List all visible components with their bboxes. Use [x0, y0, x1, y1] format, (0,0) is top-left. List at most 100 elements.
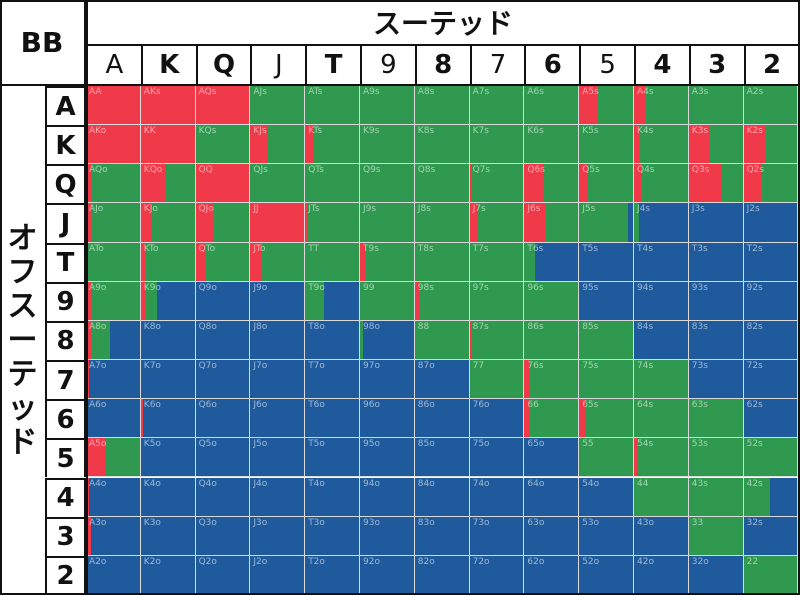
hand-label: J4o — [253, 478, 268, 489]
hand-label: A9o — [89, 282, 107, 293]
fold-segment — [360, 477, 414, 516]
raise-segment — [634, 86, 646, 125]
hand-label: T7o — [308, 361, 325, 372]
hand-cell-ATo: ATo — [86, 242, 141, 282]
hand-cell-KTo: KTo — [140, 242, 196, 282]
hand-cell-63o: 63o — [524, 516, 580, 556]
hand-label: Q5o — [198, 439, 217, 450]
fold-segment — [579, 242, 633, 281]
fold-segment — [360, 360, 414, 399]
hand-label: 54s — [637, 439, 654, 450]
hand-label: 74o — [472, 478, 490, 489]
hand-cell-T6o: T6o — [305, 399, 360, 439]
hand-label: 63s — [691, 400, 708, 411]
call-segment — [469, 125, 524, 164]
row-rank-J: J — [45, 203, 86, 243]
hand-cell-K5o: K5o — [140, 438, 196, 478]
call-segment — [743, 477, 771, 516]
hand-cell-94s: 94s — [634, 281, 689, 321]
hand-cell-T8s: T8s — [414, 242, 470, 282]
hand-label: JTs — [308, 204, 320, 215]
fold-segment — [305, 320, 359, 360]
column-rank-K: K — [140, 44, 196, 86]
hand-label: J2o — [253, 556, 268, 567]
fold-segment — [195, 320, 250, 360]
hand-cell-T9s: T9s — [360, 242, 415, 282]
call-segment — [469, 281, 524, 320]
hand-label: 42o — [637, 556, 654, 567]
call-segment — [765, 125, 798, 164]
hand-cell-J9o: J9o — [250, 281, 306, 321]
hand-cell-K2o: K2o — [140, 555, 196, 595]
frame-line — [0, 84, 86, 86]
hand-cell-A4s: A4s — [634, 86, 689, 126]
fold-segment — [86, 399, 140, 438]
call-segment — [313, 125, 359, 164]
fold-segment — [688, 555, 743, 594]
fold-segment — [524, 516, 579, 555]
hand-label: 83o — [417, 517, 435, 528]
call-segment — [524, 281, 579, 320]
hand-cell-66: 66 — [524, 399, 580, 439]
row-rank-5: 5 — [45, 438, 86, 478]
raise-segment — [140, 242, 147, 281]
hand-label: JTo — [253, 243, 266, 254]
hand-cell-77: 77 — [469, 360, 525, 400]
fold-segment — [579, 516, 633, 555]
hand-cell-96o: 96o — [360, 399, 415, 439]
column-rank-4: 4 — [634, 44, 689, 86]
hand-cell-J4s: J4s — [634, 203, 689, 243]
hand-label: 97o — [363, 361, 380, 372]
hand-label: T3s — [691, 243, 708, 254]
row-rank-2: 2 — [45, 555, 86, 595]
hand-cell-K5s: K5s — [579, 125, 634, 165]
hand-cell-Q2o: Q2o — [195, 555, 251, 595]
fold-segment — [250, 360, 305, 399]
hand-label: J6o — [253, 400, 268, 411]
hand-cell-88: 88 — [414, 320, 470, 361]
hand-cell-92o: 92o — [360, 555, 415, 595]
hand-cell-86o: 86o — [414, 399, 470, 439]
raise-segment — [414, 281, 421, 320]
hand-label: K5s — [582, 126, 599, 137]
hand-cell-97s: 97s — [469, 281, 525, 321]
fold-segment — [250, 438, 305, 477]
raise-segment — [140, 281, 147, 320]
hand-label: 62s — [746, 400, 763, 411]
fold-segment — [634, 516, 688, 555]
hand-label: J2s — [746, 204, 760, 215]
hand-cell-Q7s: Q7s — [469, 164, 525, 204]
hand-cell-A6s: A6s — [524, 86, 580, 126]
call-segment — [420, 281, 469, 320]
hand-label: 84s — [637, 321, 654, 332]
hand-cell-22: 22 — [743, 555, 799, 595]
column-rank-9: 9 — [360, 44, 415, 86]
row-rank-7: 7 — [45, 360, 86, 400]
fold-segment — [360, 516, 414, 555]
call-segment — [762, 164, 798, 203]
call-segment — [365, 242, 414, 281]
hand-label: 22 — [746, 556, 759, 567]
hand-cell-42s: 42s — [743, 477, 799, 517]
hand-cell-J7o: J7o — [250, 360, 306, 400]
hand-label: 94s — [637, 282, 654, 293]
hand-cell-T2s: T2s — [743, 242, 799, 282]
call-segment — [688, 516, 743, 555]
fold-segment — [634, 555, 688, 594]
hand-label: A4o — [89, 478, 107, 489]
raise-segment — [250, 242, 262, 281]
hand-cell-A7s: A7s — [469, 86, 525, 126]
fold-segment — [360, 555, 414, 594]
hand-cell-AJs: AJs — [250, 86, 306, 126]
hand-cell-QTo: QTo — [195, 242, 251, 282]
hand-cell-J6o: J6o — [250, 399, 306, 439]
hand-cell-KJo: KJo — [140, 203, 196, 243]
raise-segment — [524, 399, 531, 438]
hand-label: QJo — [198, 204, 214, 215]
hand-label: K9s — [363, 126, 380, 137]
hand-label: 84o — [417, 478, 435, 489]
fold-segment — [305, 516, 359, 555]
hand-label: 92s — [746, 282, 763, 293]
fold-segment — [88, 477, 140, 516]
hand-label: A2s — [746, 87, 764, 97]
